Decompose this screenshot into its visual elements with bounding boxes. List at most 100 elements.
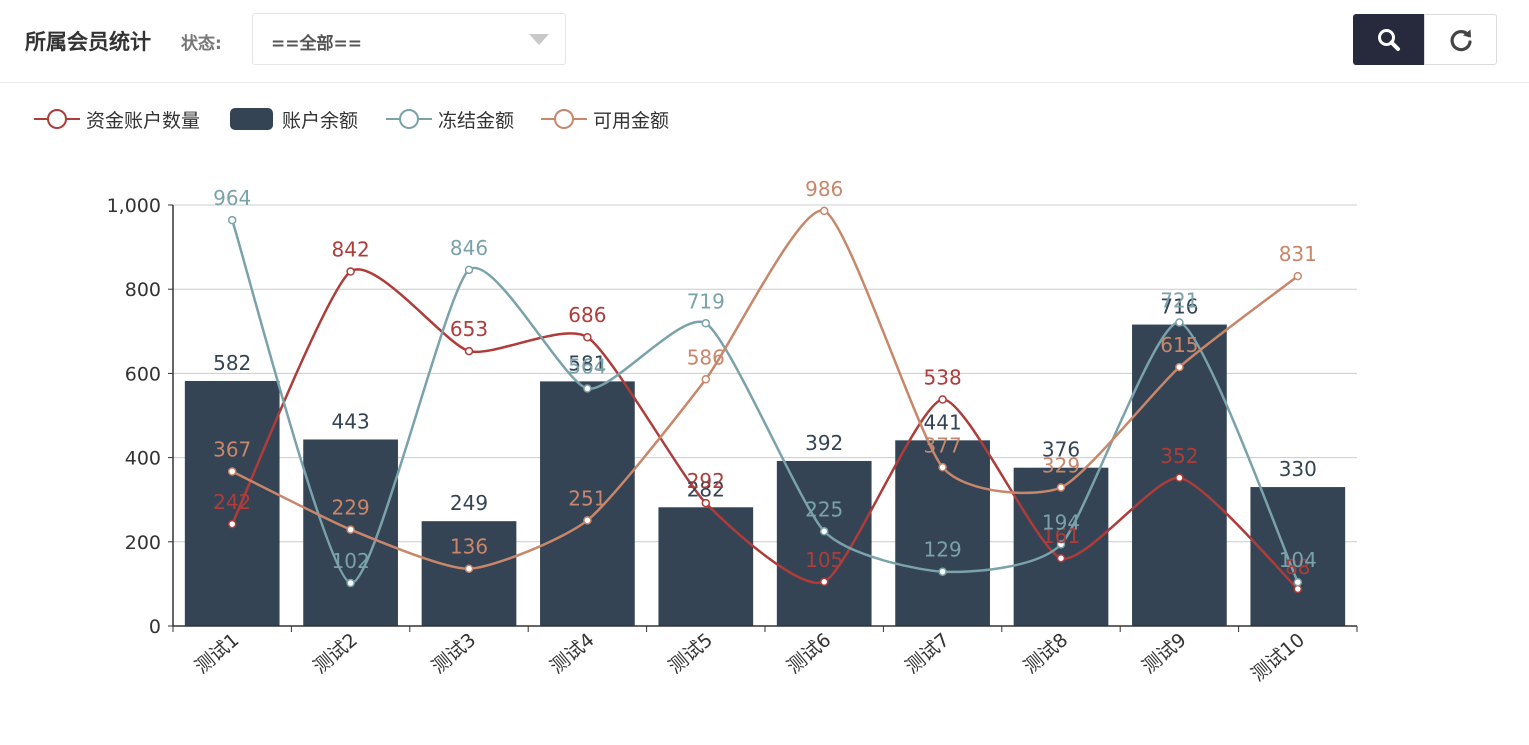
legend-label: 冻结金额: [438, 109, 515, 132]
legend-label: 账户余额: [282, 109, 359, 132]
data-label: 721: [1160, 288, 1198, 312]
refresh-button[interactable]: [1424, 14, 1497, 65]
status-select-value: ==全部==: [271, 34, 362, 54]
data-label: 586: [687, 345, 725, 369]
refresh-icon: [1450, 29, 1472, 51]
data-point: [938, 463, 947, 472]
data-point: [583, 516, 592, 525]
x-tick-label: 测试2: [309, 629, 362, 678]
data-label: 102: [332, 549, 370, 573]
data-point: [464, 346, 474, 356]
data-label: 251: [568, 486, 606, 510]
action-buttons: [1353, 14, 1497, 65]
page-title: 所属会员统计: [25, 30, 151, 54]
status-select[interactable]: ==全部==: [252, 13, 566, 65]
line-marker-icon: [34, 109, 80, 129]
data-point: [701, 375, 711, 384]
legend-item-available[interactable]: 可用金额: [541, 104, 669, 134]
data-label: 846: [450, 236, 488, 260]
data-point: [346, 578, 355, 588]
legend-item-balance[interactable]: 账户余额: [230, 104, 358, 134]
x-tick-label: 测试3: [428, 629, 481, 678]
data-point: [938, 567, 947, 576]
x-tick-label: 测试7: [901, 629, 954, 678]
y-tick-label: 0: [149, 616, 161, 638]
status-label: 状态:: [181, 34, 222, 54]
legend-item-frozen[interactable]: 冻结金额: [386, 104, 514, 134]
data-point: [464, 265, 474, 275]
data-label: 653: [450, 317, 488, 341]
x-tick-label: 测试1: [191, 629, 244, 678]
data-point: [701, 498, 711, 508]
legend-label: 资金账户数量: [86, 109, 201, 132]
data-point: [1175, 318, 1184, 327]
bar-data-label: 581: [568, 351, 606, 375]
bar-data-label: 249: [450, 491, 488, 515]
y-tick-label: 600: [125, 363, 161, 385]
search-button[interactable]: [1353, 14, 1425, 65]
legend-label: 可用金额: [593, 109, 670, 132]
data-point: [1293, 584, 1303, 594]
bar: [184, 380, 280, 626]
x-tick-label: 测试5: [664, 629, 717, 678]
bar-data-label: 392: [805, 431, 843, 455]
data-point: [1175, 473, 1184, 483]
data-label: 242: [213, 490, 251, 514]
bar-data-label: 443: [332, 409, 370, 433]
data-point: [583, 384, 592, 393]
data-point: [1175, 362, 1184, 372]
data-point: [1056, 553, 1066, 563]
y-tick-label: 800: [125, 279, 161, 301]
data-point: [227, 467, 237, 476]
chevron-down-icon: [529, 34, 549, 45]
data-point: [938, 395, 947, 404]
series-line-frozen: [231, 219, 1299, 585]
data-label: 964: [213, 186, 251, 210]
data-label: 161: [1042, 524, 1080, 548]
data-label: 352: [1160, 444, 1198, 468]
data-label: 104: [1279, 548, 1317, 572]
data-point: [464, 564, 474, 573]
bar: [421, 521, 517, 626]
data-point: [583, 332, 592, 342]
y-tick-label: 1,000: [107, 195, 161, 217]
x-tick-label: 测试10: [1247, 629, 1309, 686]
data-point: [346, 525, 355, 534]
data-label: 136: [450, 535, 488, 559]
data-point: [819, 577, 829, 587]
x-tick-label: 测试9: [1138, 629, 1191, 678]
y-tick-label: 200: [125, 532, 161, 554]
bar: [776, 460, 872, 626]
bar-marker-icon: [230, 108, 273, 130]
data-label: 105: [805, 548, 843, 572]
x-tick-label: 测试8: [1020, 629, 1073, 678]
bar-data-label: 376: [1042, 438, 1080, 462]
y-tick-label: 400: [125, 448, 161, 470]
bar: [658, 507, 754, 626]
data-point: [346, 267, 355, 276]
bar-data-label: 441: [924, 410, 962, 434]
data-label: 986: [805, 177, 843, 201]
bar-data-label: 582: [213, 351, 251, 375]
data-point: [701, 319, 711, 328]
search-icon: [1378, 28, 1400, 51]
data-label: 831: [1279, 242, 1317, 266]
legend-item-accounts[interactable]: 资金账户数量: [34, 104, 200, 134]
data-point: [819, 206, 829, 216]
bar-data-label: 716: [1160, 295, 1198, 319]
data-label: 329: [1042, 453, 1080, 477]
data-label: 842: [332, 238, 370, 262]
bar-data-label: 330: [1279, 457, 1317, 481]
data-label: 377: [924, 433, 962, 457]
bar-data-label: 282: [687, 477, 725, 501]
filter-bar: 所属会员统计 状态: ==全部==: [0, 0, 1529, 83]
bar: [540, 381, 635, 626]
line-marker-icon: [541, 109, 587, 129]
data-label: 367: [213, 437, 251, 461]
data-point: [819, 527, 829, 536]
data-label: 615: [1160, 333, 1198, 357]
x-tick-label: 测试6: [783, 629, 836, 678]
series-line-accounts: [231, 268, 1299, 590]
line-marker-icon: [386, 109, 432, 129]
